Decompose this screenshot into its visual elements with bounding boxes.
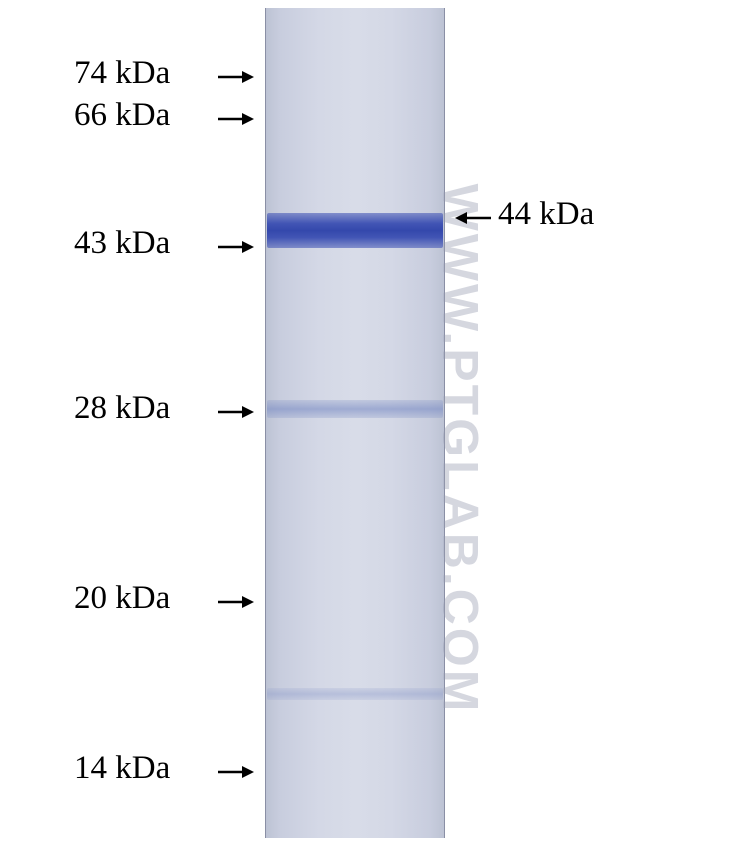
gel-image: WWW.PTGLAB.COM 74 kDa 66 kDa 43 kDa 28 k… xyxy=(0,0,740,849)
arrow-icon xyxy=(455,206,491,230)
band-44kda xyxy=(267,213,443,248)
marker-label-66: 66 kDa xyxy=(74,97,170,134)
arrow-icon xyxy=(218,65,254,89)
marker-label-20: 20 kDa xyxy=(74,580,170,617)
band-minor xyxy=(267,688,443,700)
arrow-icon xyxy=(218,107,254,131)
arrow-icon xyxy=(218,760,254,784)
arrow-icon xyxy=(218,590,254,614)
gel-lane xyxy=(265,8,445,838)
marker-label-14: 14 kDa xyxy=(74,750,170,787)
band-28kda xyxy=(267,400,443,418)
marker-label-28: 28 kDa xyxy=(74,390,170,427)
marker-label-44: 44 kDa xyxy=(498,196,594,233)
marker-label-43: 43 kDa xyxy=(74,225,170,262)
arrow-icon xyxy=(218,400,254,424)
marker-label-74: 74 kDa xyxy=(74,55,170,92)
arrow-icon xyxy=(218,235,254,259)
